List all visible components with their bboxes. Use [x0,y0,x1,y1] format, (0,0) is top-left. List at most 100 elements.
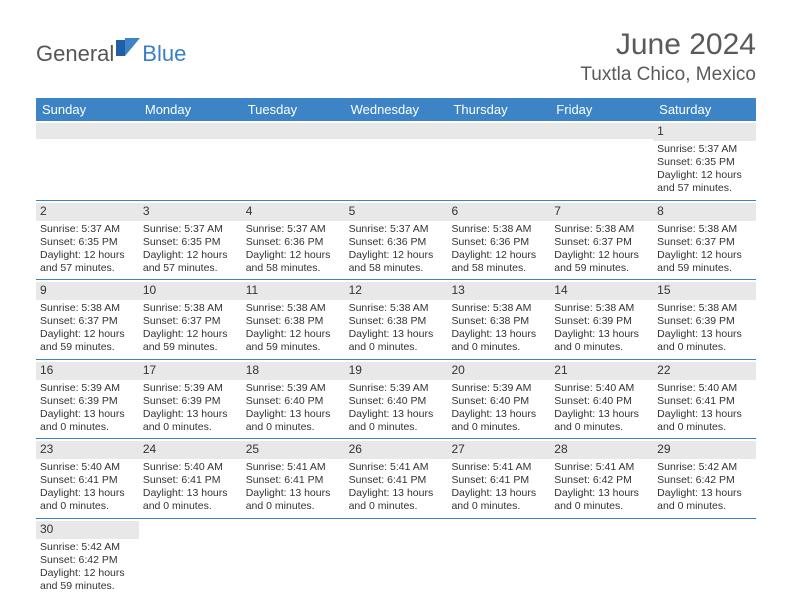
day-number-band: 25 [242,441,345,459]
day-number-band: 9 [36,282,139,300]
day-cell [447,519,550,598]
day-number-band: 16 [36,362,139,380]
sunrise-text: Sunrise: 5:40 AM [657,382,752,395]
day-header: Saturday [653,98,756,121]
day-number-band: 20 [447,362,550,380]
sunrise-text: Sunrise: 5:41 AM [451,461,546,474]
sunset-text: Sunset: 6:41 PM [40,474,135,487]
sunrise-text: Sunrise: 5:38 AM [554,302,649,315]
sunrise-text: Sunrise: 5:38 AM [143,302,238,315]
day-number: 7 [554,204,649,219]
sunrise-text: Sunrise: 5:41 AM [349,461,444,474]
brand-part2: Blue [142,41,186,67]
sunset-text: Sunset: 6:36 PM [349,236,444,249]
day-cell: 27Sunrise: 5:41 AMSunset: 6:41 PMDayligh… [447,439,550,518]
day-number: 26 [349,442,444,457]
daylight-text: Daylight: 12 hours and 59 minutes. [657,249,752,275]
day-cell: 13Sunrise: 5:38 AMSunset: 6:38 PMDayligh… [447,280,550,359]
week-row: 23Sunrise: 5:40 AMSunset: 6:41 PMDayligh… [36,439,756,519]
day-number-band: 27 [447,441,550,459]
sunset-text: Sunset: 6:42 PM [657,474,752,487]
sunrise-text: Sunrise: 5:41 AM [554,461,649,474]
daylight-text: Daylight: 13 hours and 0 minutes. [246,487,341,513]
sunset-text: Sunset: 6:41 PM [143,474,238,487]
day-number: 9 [40,283,135,298]
sunrise-text: Sunrise: 5:38 AM [451,223,546,236]
daylight-text: Daylight: 13 hours and 0 minutes. [554,487,649,513]
day-cell: 8Sunrise: 5:38 AMSunset: 6:37 PMDaylight… [653,201,756,280]
day-cell: 18Sunrise: 5:39 AMSunset: 6:40 PMDayligh… [242,360,345,439]
day-cell: 30Sunrise: 5:42 AMSunset: 6:42 PMDayligh… [36,519,139,598]
day-cell: 16Sunrise: 5:39 AMSunset: 6:39 PMDayligh… [36,360,139,439]
sunrise-text: Sunrise: 5:39 AM [40,382,135,395]
calendar-grid: SundayMondayTuesdayWednesdayThursdayFrid… [36,98,756,597]
day-number: 23 [40,442,135,457]
daylight-text: Daylight: 13 hours and 0 minutes. [554,328,649,354]
daylight-text: Daylight: 13 hours and 0 minutes. [657,328,752,354]
sunset-text: Sunset: 6:40 PM [349,395,444,408]
day-header: Sunday [36,98,139,121]
day-number: 12 [349,283,444,298]
day-cell [242,121,345,200]
sunrise-text: Sunrise: 5:38 AM [451,302,546,315]
sunrise-text: Sunrise: 5:40 AM [554,382,649,395]
daylight-text: Daylight: 13 hours and 0 minutes. [246,408,341,434]
location-label: Tuxtla Chico, Mexico [580,64,756,86]
day-cell: 28Sunrise: 5:41 AMSunset: 6:42 PMDayligh… [550,439,653,518]
sunrise-text: Sunrise: 5:42 AM [657,461,752,474]
week-row: 16 Sunrise: 5:39 AM Sunset: 6:39 PM Dayligh… [36,360,756,440]
day-cell [139,519,242,598]
sunrise-text: Sunrise: 5:40 AM [143,461,238,474]
empty-band [550,123,653,139]
day-number-band: 6 [447,203,550,221]
daylight-text: Daylight: 12 hours and 59 minutes. [246,328,341,354]
day-number-band: 29 [653,441,756,459]
day-number: 1 [657,124,752,139]
daylight-text: Daylight: 13 hours and 0 minutes. [143,487,238,513]
day-number: 17 [143,363,238,378]
day-number-band: 10 [139,282,242,300]
sunrise-text: Sunrise: 5:37 AM [246,223,341,236]
day-number: 11 [246,283,341,298]
sunrise-text: Sunrise: 5:37 AM [40,223,135,236]
sunset-text: Sunset: 6:39 PM [554,315,649,328]
daylight-text: Daylight: 12 hours and 59 minutes. [40,567,135,593]
sunset-text: Sunset: 6:39 PM [143,395,238,408]
day-number-band: 5 [345,203,448,221]
sunrise-text: Sunrise: 5:39 AM [349,382,444,395]
day-cell: 6Sunrise: 5:38 AMSunset: 6:36 PMDaylight… [447,201,550,280]
day-cell: 25Sunrise: 5:41 AMSunset: 6:41 PMDayligh… [242,439,345,518]
sunset-text: Sunset: 6:36 PM [451,236,546,249]
flag-icon [116,38,142,61]
daylight-text: Daylight: 12 hours and 59 minutes. [40,328,135,354]
day-number: 20 [451,363,546,378]
day-cell: 10Sunrise: 5:38 AMSunset: 6:37 PMDayligh… [139,280,242,359]
day-cell: 24Sunrise: 5:40 AMSunset: 6:41 PMDayligh… [139,439,242,518]
day-cell [345,519,448,598]
sunset-text: Sunset: 6:40 PM [246,395,341,408]
day-number: 19 [349,363,444,378]
day-number: 6 [451,204,546,219]
day-number-band: 22 [653,362,756,380]
day-number-band: 14 [550,282,653,300]
day-number: 30 [40,522,135,537]
daylight-text: Daylight: 13 hours and 0 minutes. [554,408,649,434]
day-number-band: 30 [36,521,139,539]
week-row: 30Sunrise: 5:42 AMSunset: 6:42 PMDayligh… [36,519,756,598]
day-number-band: 8 [653,203,756,221]
sunrise-text: Sunrise: 5:38 AM [349,302,444,315]
sunrise-text: Sunrise: 5:41 AM [246,461,341,474]
day-cell: 23Sunrise: 5:40 AMSunset: 6:41 PMDayligh… [36,439,139,518]
empty-band [447,123,550,139]
week-row: 1Sunrise: 5:37 AMSunset: 6:35 PMDaylight… [36,121,756,201]
day-number-band: 3 [139,203,242,221]
day-cell: 17Sunrise: 5:39 AMSunset: 6:39 PMDayligh… [139,360,242,439]
sunset-text: Sunset: 6:38 PM [246,315,341,328]
daylight-text: Daylight: 13 hours and 0 minutes. [451,487,546,513]
sunrise-text: Sunrise: 5:40 AM [40,461,135,474]
sunset-text: Sunset: 6:40 PM [554,395,649,408]
sunset-text: Sunset: 6:37 PM [657,236,752,249]
day-cell: 26Sunrise: 5:41 AMSunset: 6:41 PMDayligh… [345,439,448,518]
day-number-band: 11 [242,282,345,300]
day-cell [447,121,550,200]
